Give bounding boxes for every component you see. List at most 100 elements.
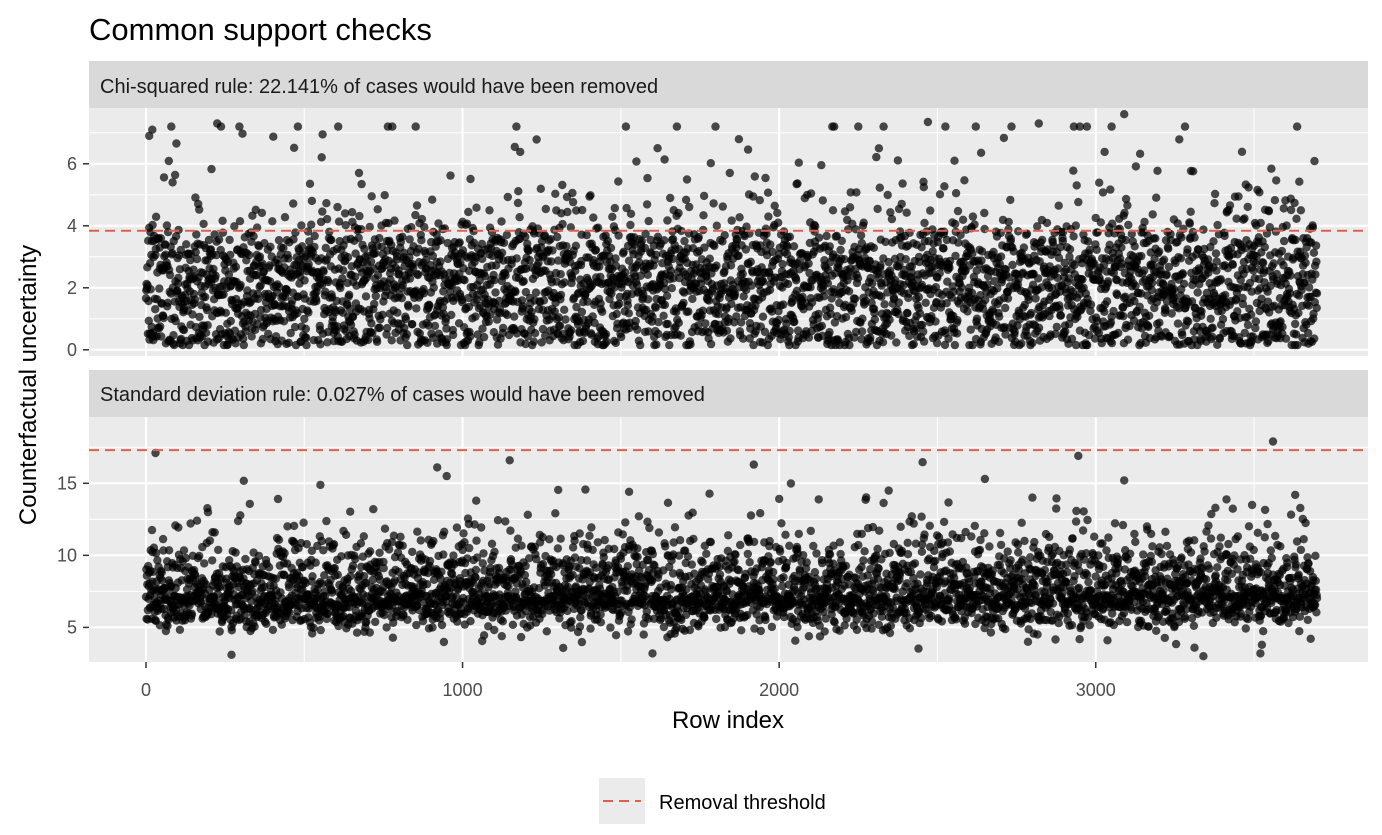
data-point: [310, 231, 319, 241]
data-point: [1243, 320, 1253, 330]
data-point: [367, 192, 376, 201]
chart-title: Common support checks: [89, 12, 432, 47]
data-point: [578, 336, 588, 346]
data-point: [215, 627, 224, 636]
data-point: [280, 549, 289, 558]
data-point: [633, 325, 642, 334]
data-point: [1096, 218, 1106, 227]
data-point: [793, 179, 802, 188]
data-point: [706, 339, 716, 349]
data-point: [241, 327, 250, 336]
data-point: [161, 250, 170, 259]
data-point: [273, 494, 283, 504]
data-point: [516, 632, 526, 642]
data-point: [255, 252, 265, 261]
data-point: [624, 309, 633, 318]
data-point: [227, 626, 236, 635]
data-point: [472, 496, 481, 505]
data-point: [168, 248, 177, 258]
data-point: [478, 324, 487, 333]
data-point: [630, 240, 639, 249]
data-point: [311, 558, 320, 567]
data-point: [866, 333, 875, 342]
data-point: [749, 192, 758, 201]
data-point: [419, 289, 429, 298]
data-point: [1177, 233, 1186, 242]
data-point: [284, 254, 293, 263]
data-point: [466, 174, 475, 184]
data-point: [1178, 330, 1187, 340]
data-point: [171, 232, 181, 241]
data-point: [1228, 260, 1238, 269]
data-point: [1270, 196, 1280, 205]
data-point: [928, 247, 937, 256]
data-point: [636, 340, 645, 350]
data-point: [172, 139, 181, 148]
data-point: [420, 222, 429, 232]
data-point: [501, 271, 510, 280]
data-point: [357, 179, 366, 189]
data-point: [503, 192, 512, 202]
data-point: [631, 316, 640, 326]
data-point: [339, 266, 348, 275]
data-point: [398, 541, 407, 550]
data-point: [560, 278, 569, 287]
data-point: [563, 207, 572, 217]
data-point: [498, 323, 508, 333]
data-point: [458, 298, 467, 307]
data-point: [352, 628, 362, 637]
data-point: [416, 536, 425, 545]
data-point: [304, 308, 313, 317]
data-point: [667, 284, 676, 293]
data-point: [1218, 314, 1228, 324]
data-point: [612, 309, 621, 319]
data-point: [1180, 339, 1189, 348]
data-point: [319, 267, 328, 276]
data-point: [817, 321, 827, 331]
data-point: [1213, 220, 1222, 230]
data-point: [231, 548, 240, 557]
data-point: [856, 231, 866, 240]
data-point: [290, 322, 300, 332]
data-point: [1135, 149, 1145, 158]
data-point: [437, 567, 446, 576]
data-point: [617, 332, 626, 342]
data-point: [428, 623, 437, 632]
data-point: [512, 122, 521, 131]
data-point: [789, 242, 799, 251]
data-point: [429, 283, 438, 292]
data-point: [960, 176, 969, 185]
data-point: [304, 260, 313, 269]
data-point: [918, 320, 927, 330]
data-point: [164, 156, 173, 166]
data-point: [1095, 178, 1104, 187]
data-point: [230, 222, 239, 231]
data-point: [1130, 242, 1139, 251]
data-point: [1311, 241, 1321, 250]
data-point: [792, 286, 802, 295]
data-point: [539, 296, 549, 305]
data-point: [1033, 274, 1043, 283]
data-point: [841, 313, 851, 322]
data-point: [582, 230, 591, 240]
data-point: [1297, 286, 1306, 295]
data-point: [1100, 307, 1109, 316]
data-point: [501, 517, 510, 526]
data-point: [1304, 283, 1314, 292]
data-point: [159, 313, 168, 323]
data-point: [977, 256, 986, 265]
data-point: [951, 189, 961, 198]
data-point: [341, 530, 351, 539]
data-point: [551, 189, 560, 198]
data-point: [941, 122, 950, 131]
data-point: [642, 200, 652, 209]
data-point: [1272, 176, 1281, 185]
data-point: [527, 307, 536, 317]
data-point: [497, 217, 506, 226]
data-point: [369, 505, 378, 514]
data-point: [587, 330, 596, 339]
data-point: [1296, 206, 1306, 215]
data-point: [321, 287, 330, 296]
data-point: [1078, 275, 1087, 284]
